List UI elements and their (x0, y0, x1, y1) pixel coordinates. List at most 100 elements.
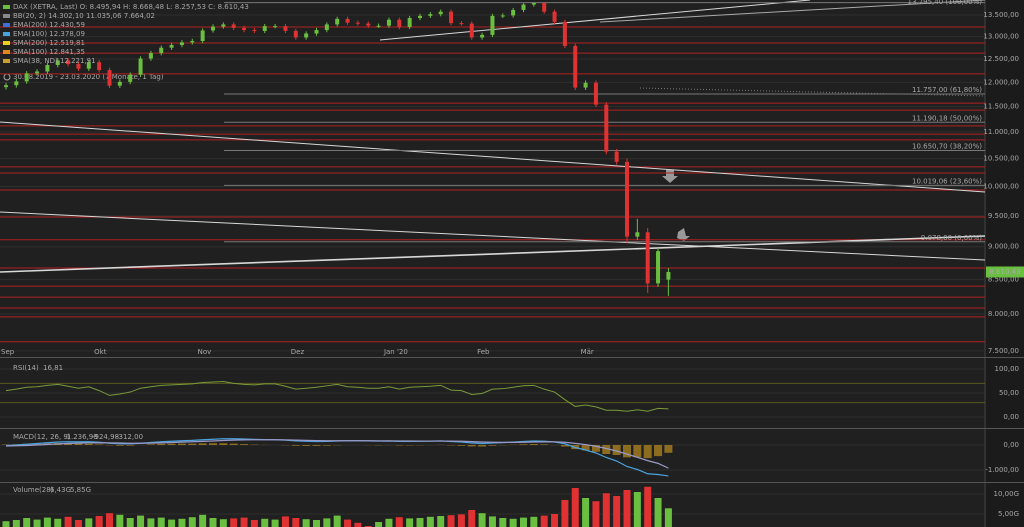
candle-body (469, 23, 474, 38)
candle-body (128, 74, 133, 82)
volume-bar (271, 519, 279, 527)
last-price-box (986, 266, 1024, 278)
indicator-value: -312,00 (116, 433, 143, 441)
histogram-bar (519, 444, 528, 445)
volume-bar (478, 513, 486, 527)
x-tick-label: Dez (291, 348, 305, 356)
candle-body (169, 45, 174, 48)
candle-body (66, 60, 71, 65)
volume-bar (199, 514, 207, 527)
legend-label: SMA(38, ND) 12.221,91 (13, 57, 96, 65)
y-tick-label: 5,00G (998, 510, 1019, 518)
candle-body (190, 41, 195, 43)
candle-body (397, 19, 402, 28)
candle-body (107, 70, 112, 86)
candle-body (86, 62, 91, 69)
volume-bar (592, 501, 600, 527)
y-tick-label: 10.500,00 (983, 155, 1019, 163)
candle-body (656, 251, 661, 284)
volume-bar (188, 517, 196, 527)
candle-body (283, 26, 288, 31)
histogram-bar (478, 445, 487, 447)
legend-swatch (3, 14, 10, 18)
legend-label: DAX (XETRA, Last) O: 8.495,94 H: 8.668,4… (13, 3, 249, 11)
indicator-name: RSI(14) (13, 364, 39, 372)
candle-body (428, 14, 433, 16)
volume-bar (157, 517, 165, 527)
y-tick-label: 12.500,00 (983, 55, 1019, 63)
volume-bar (468, 510, 476, 527)
candle-body (314, 30, 319, 34)
volume-bar (281, 516, 289, 527)
volume-bar (168, 519, 176, 527)
candle-body (583, 82, 588, 88)
candle-body (211, 26, 215, 31)
histogram-bar (633, 445, 642, 458)
y-tick-label: 13.000,00 (983, 33, 1019, 41)
fib-label: 9.078,00 (0,00%) (921, 234, 982, 242)
y-tick-label: 9.500,00 (988, 212, 1019, 220)
volume-bar (602, 493, 610, 527)
indicator-name: Volume(28) (13, 486, 54, 494)
candle-body (148, 53, 153, 59)
legend-swatch (3, 50, 10, 54)
volume-bar (219, 519, 227, 527)
candle-body (666, 271, 671, 280)
macd-line (5, 439, 669, 469)
volume-bar (561, 500, 569, 527)
candle-body (293, 30, 298, 38)
candle-body (242, 27, 247, 31)
period: 30.08.2019 - 23.03.2020 (7 Monate, 1 Tag… (13, 73, 164, 81)
legend-swatch (3, 41, 10, 45)
histogram-bar (240, 444, 249, 445)
volume-bar (520, 517, 527, 527)
candle-body (76, 64, 81, 69)
candle-body (625, 161, 629, 237)
candle-body (4, 85, 8, 88)
volume-bar (116, 514, 124, 527)
candle-body (262, 26, 267, 31)
volume-bar (354, 522, 362, 527)
y-tick-label: 0,00 (1003, 413, 1019, 421)
legend-label: SMA(100) 12.841,35 (13, 48, 85, 56)
volume-bar (437, 516, 445, 527)
histogram-bar (157, 443, 166, 445)
candle-body (511, 9, 516, 16)
histogram-bar (167, 443, 176, 445)
volume-bar (54, 518, 62, 527)
volume-bar (426, 516, 434, 527)
histogram-bar (84, 443, 93, 445)
histogram-bar (488, 445, 497, 446)
candle-body (231, 24, 236, 28)
candle-body (55, 60, 60, 65)
candle-body (573, 45, 578, 88)
volume-bar (633, 492, 641, 527)
volume-bar (240, 517, 248, 527)
y-tick-label: 10.000,00 (983, 183, 1019, 191)
y-tick-label: 50,00 (999, 389, 1019, 397)
candle-body (490, 15, 495, 35)
histogram-bar (623, 445, 631, 458)
histogram-bar (95, 444, 104, 445)
candle-body (480, 34, 485, 38)
volume-bar (457, 514, 465, 527)
candle-body (635, 232, 640, 237)
x-tick-label: Sep (1, 348, 15, 356)
fib-label: 13.795,40 (100,00%) (908, 0, 983, 6)
trendline (599, 0, 986, 23)
histogram-bar (602, 445, 611, 454)
volume-bar (375, 522, 383, 527)
candle-body (179, 42, 184, 46)
candle-body (366, 23, 371, 26)
fib-label: 10.019,06 (23,60%) (912, 177, 982, 185)
histogram-bar (188, 443, 197, 445)
legend-swatch (3, 32, 10, 36)
volume-bar (33, 519, 41, 527)
histogram-bar (540, 444, 549, 445)
macd-panel (0, 429, 985, 482)
volume-bar (43, 517, 51, 527)
trendline (639, 87, 986, 97)
volume-bar (571, 488, 579, 527)
volume-bar (344, 519, 352, 527)
